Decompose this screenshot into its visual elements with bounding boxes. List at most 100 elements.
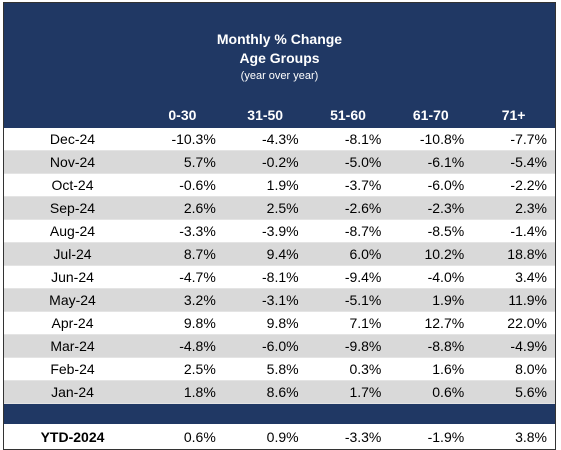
cell: 11.9% <box>472 288 555 312</box>
row: Jan-24 1.8% 8.6% 1.7% 0.6% 5.6% <box>4 380 555 404</box>
cell: -6.1% <box>389 150 473 174</box>
cell: -10.8% <box>389 128 473 151</box>
total-cell: 0.6% <box>183 428 216 445</box>
cell: 1.9% <box>223 173 307 197</box>
total-cell: 0.9% <box>266 428 299 445</box>
cell: -10.3% <box>141 128 224 151</box>
cell: -8.7% <box>306 219 390 243</box>
cell: -5.1% <box>306 288 390 312</box>
cell: -2.6% <box>306 196 390 220</box>
column-header: 51-60 <box>330 107 366 123</box>
row-label: Apr-24 <box>4 311 141 335</box>
cell: -6.0% <box>389 173 473 197</box>
row-label: Dec-24 <box>4 128 141 151</box>
cell: 7.1% <box>306 311 390 335</box>
cell: 0.6% <box>389 380 473 404</box>
column-header: 71+ <box>501 107 526 123</box>
cell: -6.0% <box>223 334 307 358</box>
note: (year over year) <box>240 70 319 82</box>
cell: -4.0% <box>389 265 473 289</box>
row-label: Oct-24 <box>4 173 141 197</box>
cell: 5.7% <box>141 150 224 174</box>
separator-bar <box>4 404 555 424</box>
cell: 18.8% <box>472 242 555 266</box>
title: Monthly % Change <box>216 31 343 47</box>
row-label: Jan-24 <box>4 380 141 404</box>
cell: 2.3% <box>472 196 555 220</box>
cell: 3.4% <box>472 265 555 289</box>
row: Dec-24 -10.3% -4.3% -8.1% -10.8% -7.7% <box>4 128 555 151</box>
total-row: YTD-2024 0.6% 0.9% -3.3% -1.9% 3.8% <box>4 424 555 449</box>
column-header: 31-50 <box>247 107 284 123</box>
total-label: YTD-2024 <box>40 428 105 445</box>
cell: -4.3% <box>223 128 307 151</box>
cell: -4.8% <box>141 334 224 358</box>
cell: 5.8% <box>223 357 307 381</box>
total-cell: -3.3% <box>344 428 382 445</box>
row-label: Nov-24 <box>4 150 141 174</box>
cell: 1.7% <box>306 380 390 404</box>
cell: -3.1% <box>223 288 307 312</box>
row-label: Jul-24 <box>4 242 141 266</box>
row-label: Mar-24 <box>4 334 141 358</box>
cell: 6.0% <box>306 242 390 266</box>
row: Nov-24 5.7% -0.2% -5.0% -6.1% -5.4% <box>4 150 555 174</box>
cell: -3.9% <box>223 219 307 243</box>
cell: -4.9% <box>472 334 555 358</box>
row-label: Jun-24 <box>4 265 141 289</box>
data-table: Dec-24 -10.3% -4.3% -8.1% -10.8% -7.7% Nov-24 5… <box>4 128 555 404</box>
cell: -5.4% <box>472 150 555 174</box>
row-label: Aug-24 <box>4 219 141 243</box>
cell: -2.3% <box>389 196 473 220</box>
cell: -0.6% <box>141 173 224 197</box>
row-label: Sep-24 <box>4 196 141 220</box>
cell: 2.5% <box>141 357 224 381</box>
cell: -8.5% <box>389 219 473 243</box>
row: Mar-24 -4.8% -6.0% -9.8% -8.8% -4.9% <box>4 334 555 358</box>
row: Sep-24 2.6% 2.5% -2.6% -2.3% 2.3% <box>4 196 555 220</box>
cell: -9.8% <box>306 334 390 358</box>
total-cell: -1.9% <box>427 428 465 445</box>
cell: -0.2% <box>223 150 307 174</box>
header: Monthly % Change Age Groups (year over y… <box>4 3 555 128</box>
cell: -8.1% <box>223 265 307 289</box>
row: Feb-24 2.5% 5.8% 0.3% 1.6% 8.0% <box>4 357 555 381</box>
cell: 9.8% <box>141 311 224 335</box>
cell: 22.0% <box>472 311 555 335</box>
cell: -5.0% <box>306 150 390 174</box>
cell: 1.8% <box>141 380 224 404</box>
cell: 8.0% <box>472 357 555 381</box>
cell: 2.6% <box>141 196 224 220</box>
cell: -8.1% <box>306 128 390 151</box>
cell: 12.7% <box>389 311 473 335</box>
cell: 1.6% <box>389 357 473 381</box>
table-frame: Monthly % Change Age Groups (year over y… <box>3 2 556 450</box>
cell: 1.9% <box>389 288 473 312</box>
cell: 3.2% <box>141 288 224 312</box>
row: May-24 3.2% -3.1% -5.1% 1.9% 11.9% <box>4 288 555 312</box>
cell: 9.8% <box>223 311 307 335</box>
column-header: 61-70 <box>412 107 449 123</box>
row: Aug-24 -3.3% -3.9% -8.7% -8.5% -1.4% <box>4 219 555 243</box>
row: Jul-24 8.7% 9.4% 6.0% 10.2% 18.8% <box>4 242 555 266</box>
cell: -7.7% <box>472 128 555 151</box>
cell: 5.6% <box>472 380 555 404</box>
row: Oct-24 -0.6% 1.9% -3.7% -6.0% -2.2% <box>4 173 555 197</box>
row-label: Feb-24 <box>4 357 141 381</box>
column-headers: 0-30 31-50 51-60 61-70 71+ <box>4 102 555 128</box>
cell: -4.7% <box>141 265 224 289</box>
cell: 8.7% <box>141 242 224 266</box>
subtitle: Age Groups <box>239 50 320 66</box>
total-cell: 3.8% <box>515 428 547 445</box>
cell: 8.6% <box>223 380 307 404</box>
cell: 10.2% <box>389 242 473 266</box>
cell: -1.4% <box>472 219 555 243</box>
column-header: 0-30 <box>168 107 197 123</box>
cell: -3.7% <box>306 173 390 197</box>
row: Apr-24 9.8% 9.8% 7.1% 12.7% 22.0% <box>4 311 555 335</box>
total-table: YTD-2024 0.6% 0.9% -3.3% -1.9% 3.8% <box>4 424 555 449</box>
cell: 9.4% <box>223 242 307 266</box>
cell: -9.4% <box>306 265 390 289</box>
row: Jun-24 -4.7% -8.1% -9.4% -4.0% 3.4% <box>4 265 555 289</box>
